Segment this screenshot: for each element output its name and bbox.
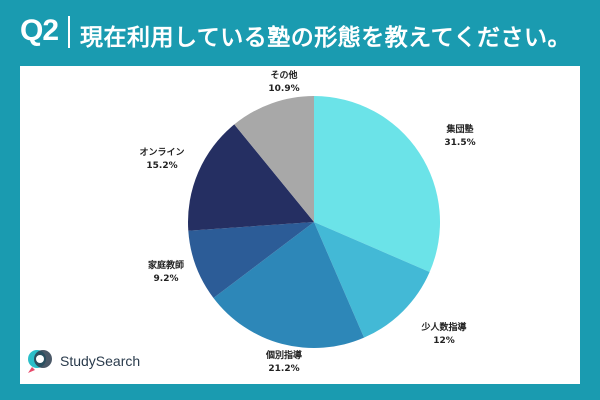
studysearch-logo-icon [28,350,52,373]
slice-value-label-5: 10.9% [268,84,299,94]
pie-slice-0 [314,96,441,273]
brand-name: StudySearch [60,353,141,369]
slice-label-5: その他 [270,69,297,81]
slice-label-4: オンライン [139,147,184,158]
header: Q2 現在利用している塾の形態を教えてください。 [0,0,600,62]
slice-value-label-4: 15.2% [146,161,177,171]
pie-slice-3 [188,222,314,298]
page-title: 現在利用している塾の形態を教えてください。 [80,25,571,51]
slice-value-label-3: 9.2% [154,274,179,284]
slice-label-0: 集団塾 [445,123,473,135]
slice-value-label-2: 21.2% [268,364,299,374]
slice-label-3: 家庭教師 [148,259,184,271]
pie-slice-4 [188,124,314,231]
slice-label-1: 少人数指導 [420,321,466,333]
pie-slice-5 [234,96,314,222]
header-divider [68,16,70,48]
slice-value-label-1: 12% [433,336,455,346]
pie-labels: 集団塾 31.5% 少人数指導 12% 個別指導 21.2% 家庭教師 9.2% オンライン 15… [139,69,475,374]
pie-slice-2 [213,222,365,348]
pie-slice-1 [314,222,430,338]
slice-label-2: 個別指導 [265,349,302,361]
pie-slices [188,96,441,348]
brand-logo: StudySearch [26,346,140,376]
question-number: Q2 [20,14,59,47]
slice-value-label-0: 31.5% [444,138,475,148]
